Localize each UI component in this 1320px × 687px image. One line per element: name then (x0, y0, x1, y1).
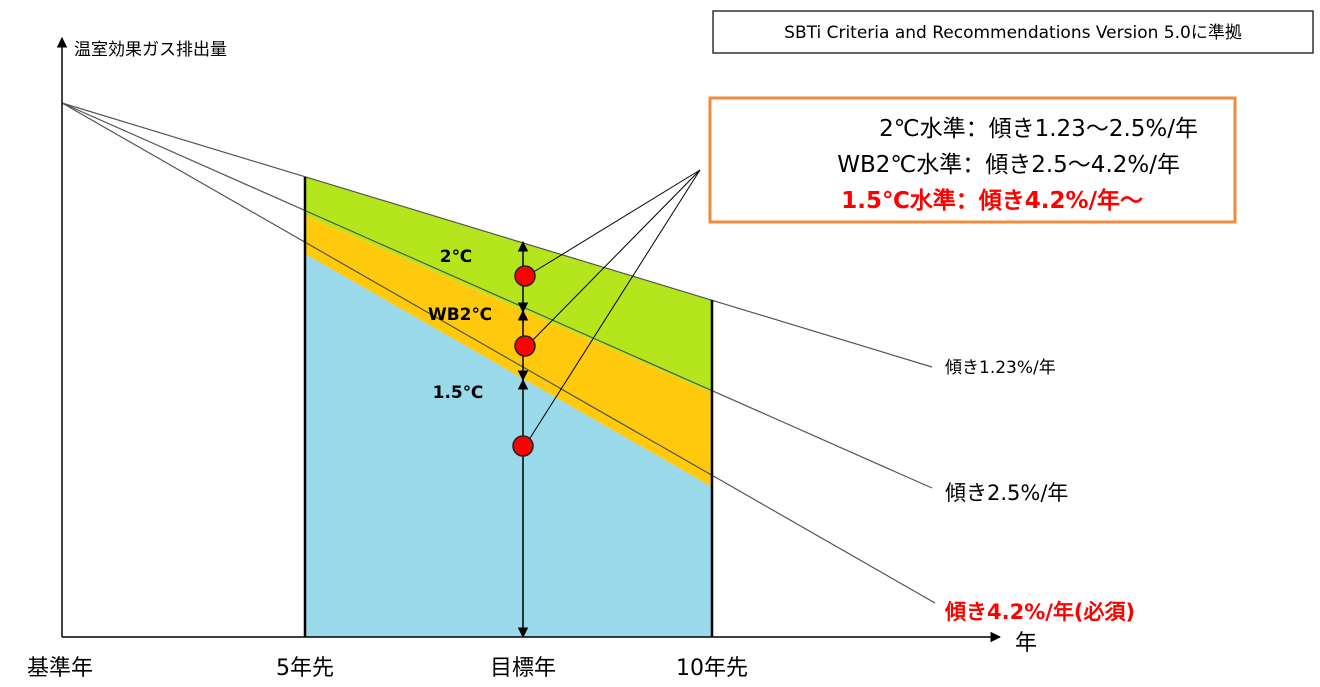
legend-line-2c: 2℃水準：傾き1.23～2.5%/年 (879, 116, 1198, 142)
pathway-line-2-5 (61, 102, 933, 489)
legend-line-1-5c: 1.5℃水準：傾き4.2%/年～ (841, 187, 1143, 214)
slope-label-1-23: 傾き1.23%/年 (945, 358, 1056, 378)
marker-1-5c (512, 435, 534, 457)
x-tick-10-years: 10年先 (676, 656, 748, 681)
connector-2c (526, 169, 701, 277)
band-label-wb2c: WB2℃ (428, 305, 492, 325)
band-1-5c (305, 254, 712, 637)
legend-line-wb2c: WB2℃水準：傾き2.5～4.2%/年 (837, 152, 1180, 178)
marker-wb2c (514, 335, 536, 357)
connector-1-5c (524, 169, 701, 447)
band-label-2c: 2℃ (440, 247, 472, 267)
reference-note: SBTi Criteria and Recommendations Versio… (784, 23, 1242, 43)
band-2c (305, 177, 712, 393)
legend-box (708, 96, 1237, 224)
pathway-line-4-2 (61, 102, 936, 604)
connector-wb2c (526, 169, 701, 347)
pathway-line-1-23 (61, 102, 933, 368)
band-wb2c (305, 215, 712, 487)
x-tick-target-year: 目標年 (490, 656, 556, 681)
marker-2c (514, 265, 536, 287)
reference-note-box (712, 10, 1314, 54)
x-tick-base-year: 基準年 (27, 656, 93, 681)
slope-label-2-5: 傾き2.5%/年 (945, 481, 1068, 505)
x-tick-5-years: 5年先 (276, 656, 334, 681)
slope-label-4-2: 傾き4.2%/年(必須) (944, 600, 1135, 624)
x-axis-label: 年 (1015, 631, 1037, 656)
band-label-1-5c: 1.5℃ (433, 383, 484, 403)
y-axis-label: 温室効果ガス排出量 (74, 40, 227, 60)
